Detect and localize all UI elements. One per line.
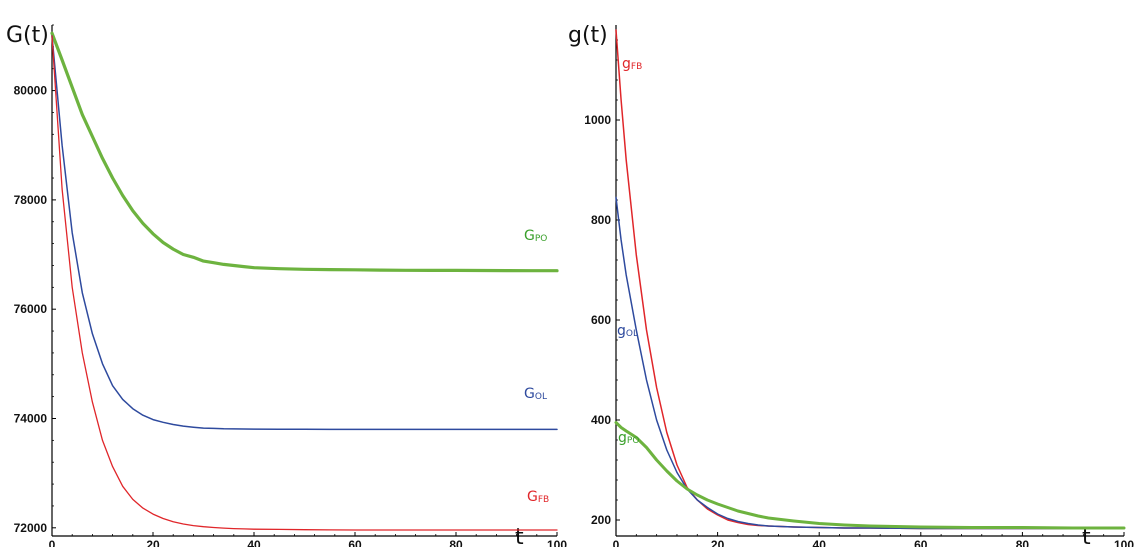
left-x-tick-label: 60 [348,538,362,547]
left-series-label-gpo: GPO [524,228,547,244]
right-series-gfb-line [615,29,1125,530]
right-series-label-gfb: gFB [622,56,642,72]
left-ticks: 0 20 40 60 80 100 72000 74000 76000 78000 80000 [14,24,567,547]
right-y-axis-title: g(t) [568,23,608,48]
left-x-tick-label: 100 [547,538,567,547]
right-x-tick-label: 0 [613,538,620,547]
left-y-tick-label: 76000 [14,302,48,316]
left-y-tick-label: 74000 [14,411,48,425]
right-y-tick-label: 800 [591,213,611,227]
left-series-gpo-line [50,31,559,273]
right-series-label-gol: gOL [617,323,638,339]
right-y-tick-label: 200 [591,513,611,527]
left-chart-panel: G(t) t 0 20 40 60 80 100720007400076000780008… [6,23,567,547]
right-series-labels: gFB gOL gPO [617,56,642,446]
right-y-tick-label: 400 [591,413,611,427]
right-y-tick-label: 1000 [584,113,611,127]
right-x-tick-label: 40 [813,538,827,547]
right-series-label-gpo: gPO [618,430,639,446]
left-x-tick-label: 40 [247,538,261,547]
left-series-gfb-line [51,35,558,531]
right-series-gpo-line [614,421,1126,530]
left-x-tick-label: 0 [49,538,56,547]
left-series-labels: GPO GOL GFB [524,228,549,505]
left-series-label-gol: GOL [524,386,547,402]
right-x-tick-label: 20 [711,538,725,547]
left-series-group [50,31,559,531]
right-series-gol-line [615,196,1125,530]
left-x-tick-label: 20 [146,538,160,547]
left-series-label-gfb: GFB [527,489,549,505]
right-x-tick-label: 80 [1016,538,1030,547]
left-x-tick-label: 80 [449,538,463,547]
left-y-tick-label: 80000 [14,84,48,98]
right-x-tick-label: 60 [914,538,928,547]
right-y-tick-label: 600 [591,313,611,327]
right-series-group [614,29,1126,530]
left-y-axis-title: G(t) [6,23,49,48]
left-y-tick-label: 78000 [14,193,48,207]
left-y-tick-label: 72000 [14,521,48,535]
left-series-gol-line [51,35,558,431]
right-ticks: 0 20 40 60 80 100 200 400 600 800 1000 [584,39,1134,547]
right-x-tick-label: 100 [1114,538,1134,547]
